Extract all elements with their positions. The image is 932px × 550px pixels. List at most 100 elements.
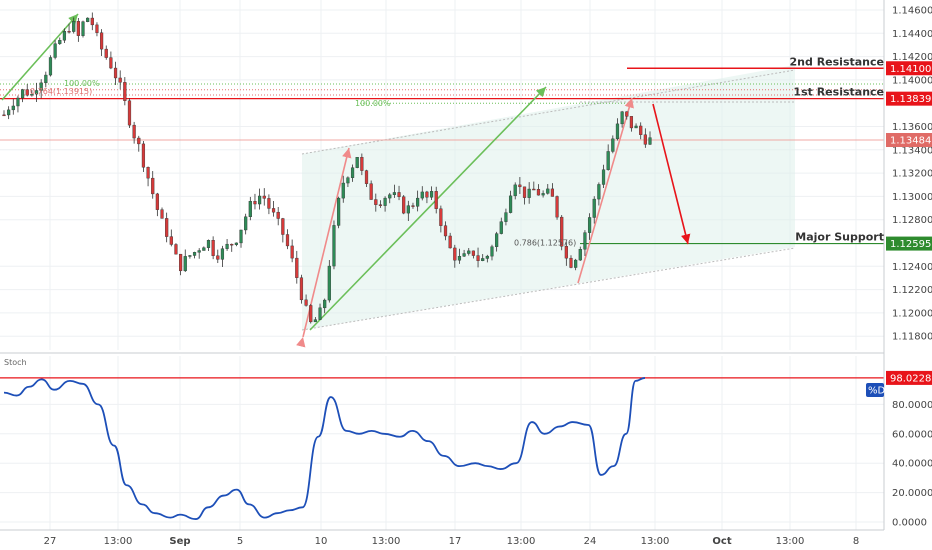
- candle: [192, 251, 197, 259]
- candle: [481, 254, 485, 262]
- time-tick-label: 24: [584, 536, 597, 547]
- candle: [48, 55, 53, 77]
- price-tag: 1.14100: [886, 61, 932, 76]
- candle: [397, 185, 401, 201]
- price-tick-label: 1.13600: [892, 122, 932, 133]
- candle-body: [20, 89, 25, 99]
- candle-body: [234, 242, 238, 245]
- candle: [318, 303, 322, 320]
- candle: [113, 61, 118, 85]
- price-tag-box: [886, 236, 932, 251]
- candle: [285, 229, 290, 250]
- time-tick-label: 13:00: [372, 536, 401, 547]
- candle: [601, 164, 606, 188]
- candle-body: [174, 244, 178, 255]
- price-tag-box: [886, 91, 932, 106]
- candle: [332, 220, 336, 270]
- candle-body: [374, 199, 378, 205]
- candle-body: [99, 32, 104, 50]
- candle-body: [564, 246, 568, 259]
- candle: [518, 177, 522, 194]
- candle-body: [499, 221, 503, 234]
- candle: [281, 217, 285, 243]
- candle-body: [583, 232, 587, 250]
- candle: [299, 274, 304, 304]
- time-tick-label: 10: [315, 536, 328, 547]
- candle-body: [495, 233, 499, 247]
- candle-body: [476, 255, 480, 261]
- candle: [7, 106, 11, 120]
- stoch-tick-label: 60.0000: [892, 429, 932, 440]
- candle-body: [341, 182, 345, 199]
- time-tick-label: 27: [44, 536, 57, 547]
- candle: [95, 22, 99, 37]
- candle-body: [592, 198, 596, 218]
- candle: [439, 205, 443, 233]
- candle-body: [220, 248, 225, 260]
- candle-body: [132, 124, 136, 139]
- candle: [629, 116, 634, 132]
- candle-body: [95, 24, 99, 33]
- candle-body: [425, 191, 429, 198]
- candle-body: [601, 169, 606, 185]
- candle-body: [81, 21, 85, 36]
- candle-body: [58, 39, 62, 44]
- candle: [44, 71, 48, 88]
- candle: [309, 304, 313, 324]
- candle-body: [290, 245, 294, 259]
- candle-body: [392, 192, 396, 195]
- candle: [513, 182, 517, 200]
- candle-body: [332, 225, 336, 267]
- candle: [137, 135, 141, 152]
- candle: [169, 229, 173, 247]
- candle: [53, 40, 57, 60]
- candle-body: [448, 235, 452, 249]
- candle: [183, 249, 187, 273]
- price-tick-label: 1.12200: [892, 285, 932, 296]
- candle: [127, 98, 132, 129]
- candle: [420, 186, 424, 201]
- candle-body: [546, 188, 550, 194]
- candle-body: [109, 57, 113, 69]
- candle: [244, 213, 248, 235]
- candle: [206, 239, 211, 252]
- candle-body: [258, 195, 262, 205]
- candle: [313, 317, 317, 323]
- candle: [211, 236, 215, 260]
- candle: [453, 244, 457, 268]
- candle: [239, 229, 243, 248]
- candle-body: [318, 307, 322, 320]
- candle-body: [643, 134, 647, 145]
- fib-label: 0.786(1.12576): [514, 239, 576, 248]
- candle-body: [285, 234, 290, 247]
- candle: [81, 20, 85, 38]
- candle-body: [39, 82, 43, 91]
- candle-body: [481, 258, 485, 261]
- green-arrow-1: [1, 13, 79, 101]
- candle: [592, 196, 596, 224]
- candle-body: [62, 30, 67, 41]
- candle-body: [160, 209, 164, 219]
- candle-body: [16, 97, 20, 107]
- candle-body: [439, 208, 443, 226]
- price-tick-label: 1.13000: [892, 192, 932, 203]
- candle: [188, 255, 192, 259]
- candle: [350, 164, 355, 182]
- candle-body: [216, 255, 220, 260]
- candle-body: [508, 195, 513, 213]
- candle: [625, 111, 629, 120]
- candle-body: [206, 240, 211, 248]
- candle: [495, 231, 499, 252]
- candle-body: [183, 256, 187, 272]
- candle: [30, 90, 34, 97]
- candle-body: [327, 265, 331, 301]
- candle-body: [169, 236, 173, 245]
- price-tag-label: 1.12595: [890, 239, 931, 250]
- candle-body: [490, 246, 494, 257]
- candle-body: [295, 257, 299, 278]
- candle: [615, 118, 620, 141]
- candle: [25, 84, 29, 97]
- time-tick-label: 13:00: [507, 536, 536, 547]
- candle-body: [355, 157, 359, 168]
- candle-body: [383, 197, 387, 206]
